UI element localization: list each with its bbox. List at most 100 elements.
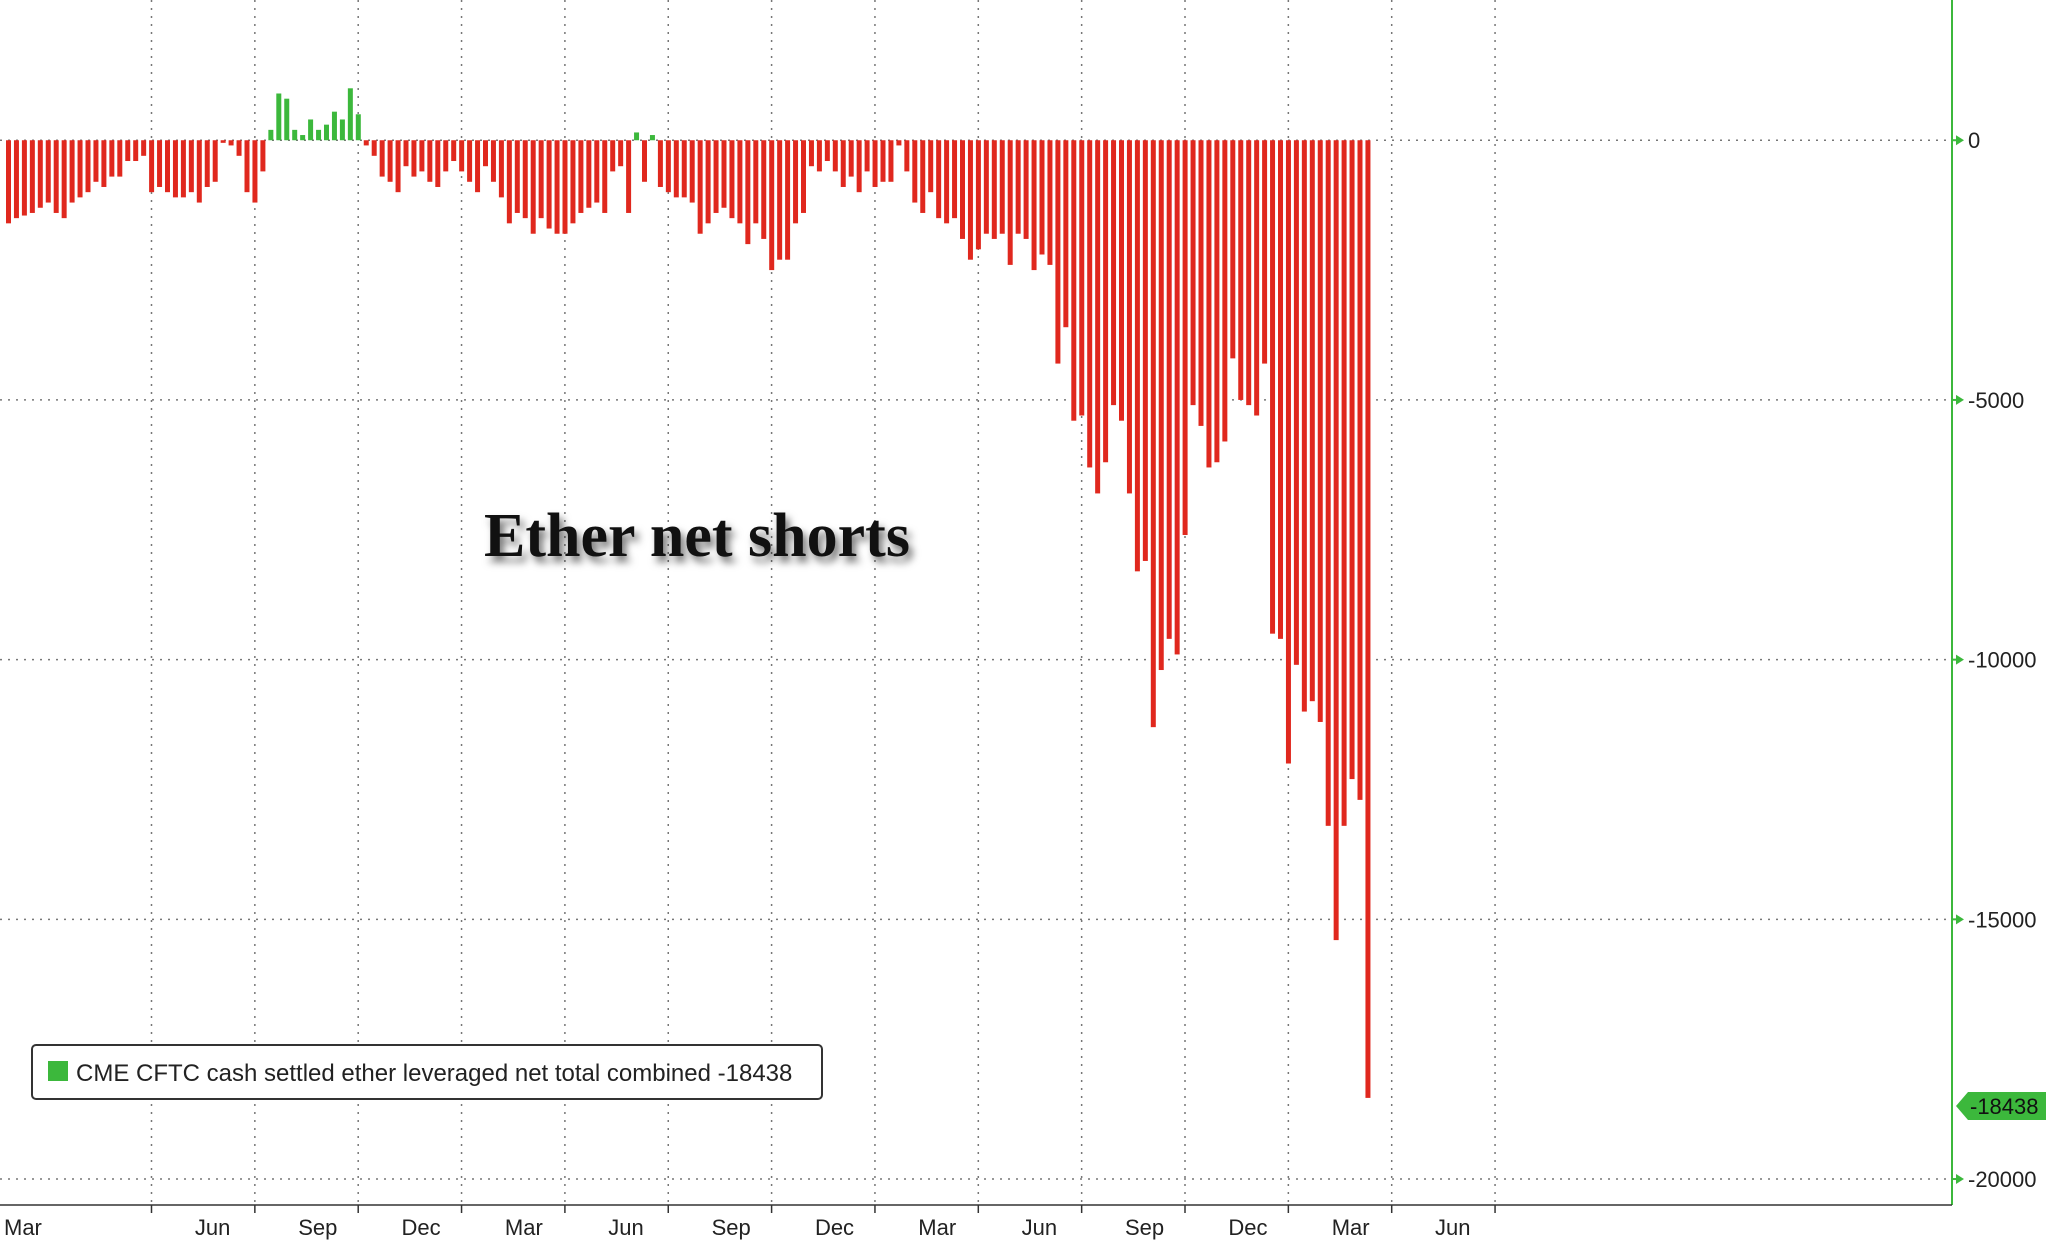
bar bbox=[713, 140, 719, 213]
bar bbox=[1023, 140, 1029, 239]
bar bbox=[69, 140, 75, 203]
bar bbox=[483, 140, 488, 167]
last-value-marker: -18438 bbox=[1956, 1092, 2046, 1120]
bar bbox=[1198, 140, 1204, 426]
bar bbox=[77, 140, 83, 198]
x-tick-label: Mar bbox=[4, 1215, 42, 1240]
x-tick-label: Jun bbox=[608, 1215, 643, 1240]
y-tick-marker bbox=[1956, 654, 1964, 665]
bar bbox=[705, 140, 711, 224]
bar bbox=[991, 140, 997, 239]
bar bbox=[1166, 140, 1172, 639]
bar bbox=[435, 140, 441, 187]
bar bbox=[721, 140, 727, 208]
bar bbox=[673, 140, 679, 198]
bar bbox=[1317, 140, 1323, 722]
bar bbox=[626, 140, 632, 213]
bar bbox=[769, 140, 775, 271]
bar bbox=[522, 140, 528, 219]
bar bbox=[1063, 140, 1069, 328]
bar bbox=[912, 140, 918, 203]
bar bbox=[1254, 140, 1260, 416]
bar bbox=[960, 140, 965, 239]
bar bbox=[1222, 140, 1228, 442]
bar bbox=[610, 140, 616, 172]
legend-label: CME CFTC cash settled ether leveraged ne… bbox=[76, 1060, 792, 1087]
bar bbox=[737, 140, 743, 224]
y-tick-marker bbox=[1956, 394, 1964, 405]
bar bbox=[920, 140, 926, 213]
bar bbox=[300, 135, 306, 141]
bar bbox=[967, 140, 973, 260]
bar bbox=[1293, 140, 1299, 665]
bar bbox=[1055, 140, 1061, 364]
bar bbox=[578, 140, 584, 213]
bar bbox=[681, 140, 687, 198]
bar bbox=[347, 88, 353, 141]
bar bbox=[13, 140, 19, 219]
bar bbox=[729, 140, 735, 219]
bar bbox=[642, 140, 647, 182]
bar bbox=[109, 140, 115, 177]
y-tick-label: -5000 bbox=[1968, 388, 2024, 413]
bar bbox=[1230, 140, 1236, 359]
bar bbox=[745, 140, 751, 245]
bar bbox=[419, 140, 425, 172]
legend: CME CFTC cash settled ether leveraged ne… bbox=[31, 1044, 823, 1100]
bar bbox=[514, 140, 520, 213]
bar bbox=[490, 140, 496, 182]
x-tick-label: Dec bbox=[402, 1215, 441, 1240]
bar bbox=[379, 140, 385, 177]
bar bbox=[1238, 140, 1244, 400]
bar bbox=[1182, 140, 1188, 535]
bar bbox=[149, 140, 155, 193]
bar bbox=[498, 140, 504, 198]
bar bbox=[848, 140, 854, 177]
bar bbox=[634, 132, 640, 141]
bar bbox=[506, 140, 512, 224]
bar bbox=[1174, 140, 1180, 655]
bar bbox=[1357, 140, 1363, 800]
bar bbox=[824, 140, 830, 162]
bar bbox=[753, 140, 759, 224]
bar bbox=[808, 140, 814, 167]
x-tick-label: Dec bbox=[815, 1215, 854, 1240]
bar bbox=[1278, 140, 1283, 639]
bar bbox=[180, 140, 186, 198]
bar bbox=[816, 140, 822, 172]
bar bbox=[864, 140, 870, 172]
bar bbox=[252, 140, 258, 203]
y-tick-label: -20000 bbox=[1968, 1167, 2037, 1192]
bar bbox=[85, 140, 91, 193]
y-tick-marker bbox=[1956, 1174, 1964, 1185]
bar bbox=[324, 124, 329, 141]
bar bbox=[411, 140, 417, 177]
bar bbox=[1285, 140, 1291, 764]
bar bbox=[1341, 140, 1347, 826]
bar bbox=[1039, 140, 1045, 255]
bar bbox=[308, 119, 314, 141]
bar bbox=[61, 140, 67, 219]
bar bbox=[228, 140, 234, 146]
y-tick-marker bbox=[1956, 135, 1964, 146]
bar bbox=[188, 140, 194, 193]
bar bbox=[1150, 140, 1156, 728]
bar bbox=[1087, 140, 1093, 468]
bar bbox=[1134, 140, 1140, 572]
bar bbox=[37, 140, 43, 208]
bar bbox=[260, 140, 266, 172]
bar bbox=[562, 140, 568, 234]
bar bbox=[125, 140, 131, 162]
bar bbox=[944, 140, 950, 224]
bar bbox=[1206, 140, 1212, 468]
bar bbox=[1325, 140, 1331, 826]
x-tick-label: Sep bbox=[1125, 1215, 1164, 1240]
x-tick-label: Mar bbox=[505, 1215, 543, 1240]
bar bbox=[244, 140, 250, 193]
bar bbox=[554, 140, 560, 234]
bar bbox=[467, 140, 473, 182]
bar bbox=[983, 140, 989, 234]
x-tick-label: Mar bbox=[1332, 1215, 1370, 1240]
bar bbox=[133, 140, 139, 162]
bar bbox=[1301, 140, 1307, 712]
